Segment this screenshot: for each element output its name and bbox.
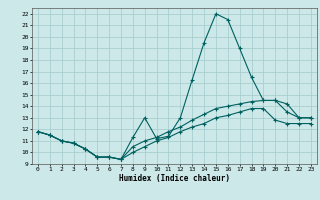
X-axis label: Humidex (Indice chaleur): Humidex (Indice chaleur): [119, 174, 230, 183]
